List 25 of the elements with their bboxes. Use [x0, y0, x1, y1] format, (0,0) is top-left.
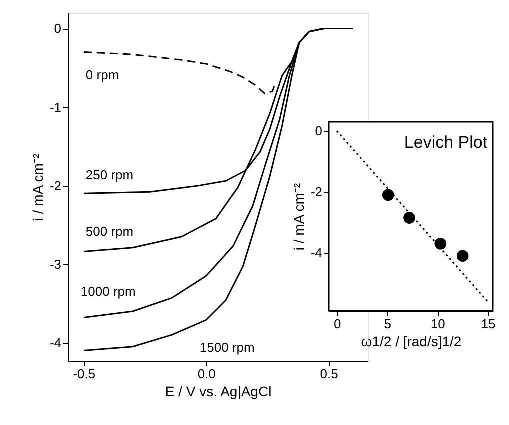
x-tick-label: 15 [481, 316, 496, 332]
x-axis-title: E / V vs. Ag|AgCl [165, 384, 272, 400]
series-label: 1000 rpm [80, 284, 136, 299]
series-label: 500 rpm [86, 224, 134, 239]
x-tick-label: 0.0 [198, 366, 216, 382]
text: Levich Plot [404, 133, 488, 152]
y-tick-label: -4 [310, 246, 322, 261]
y-tick-label: 0 [54, 21, 62, 36]
x-tick-label: -0.5 [73, 366, 96, 382]
y-axis-title: i / mA cm⁻² [30, 154, 46, 222]
x-tick-label: 10 [430, 316, 446, 332]
y-tick-label: -3 [50, 256, 62, 272]
x-axis-title: ω1/2 / [rad/s]1/2 [361, 334, 462, 350]
y-tick-label: -2 [50, 178, 62, 194]
series-label: 250 rpm [86, 168, 134, 183]
y-tick-label: -2 [310, 184, 322, 200]
y-tick-label: 0 [315, 124, 322, 139]
y-tick-label: -4 [50, 335, 62, 350]
x-tick-label: 0 [334, 316, 342, 332]
y-axis-title: i / mA cm⁻² [290, 183, 307, 251]
x-tick-label: 0.5 [320, 366, 338, 382]
series-label: 0 rpm [86, 67, 120, 82]
x-tick-label: 5 [384, 316, 392, 332]
y-tick-label: -1 [50, 100, 62, 115]
series-label: 1500 rpm [200, 340, 255, 355]
